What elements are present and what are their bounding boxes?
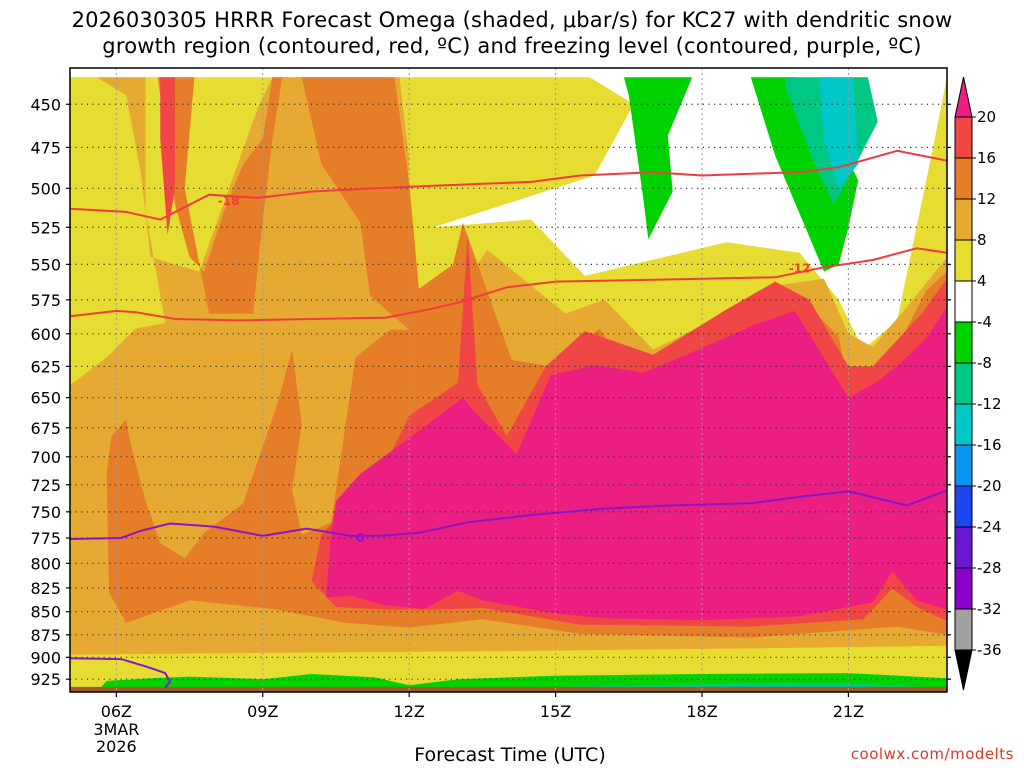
colorbar-swatch-2 <box>954 198 973 241</box>
y-tick-label-750: 750 <box>30 503 61 522</box>
colorbar-label--20: -20 <box>977 477 1002 495</box>
y-tick-label-925: 925 <box>30 670 61 689</box>
plot-frame <box>69 67 948 693</box>
y-tick-label-825: 825 <box>30 579 61 598</box>
omega-region-5 <box>326 306 947 621</box>
colorbar-label--12: -12 <box>977 395 1002 413</box>
colorbar-label-4: 4 <box>977 272 987 290</box>
colorbar-label--16: -16 <box>977 436 1002 454</box>
colorbar-swatch-4 <box>954 280 973 323</box>
omega-region-6 <box>623 77 693 240</box>
omega-shading <box>70 68 947 692</box>
colorbar-swatch-3 <box>954 239 973 282</box>
colorbar-label--32: -32 <box>977 600 1002 618</box>
x-tick-label-18Z: 18Z <box>686 702 717 721</box>
y-tick-label-725: 725 <box>30 476 61 495</box>
colorbar-label-20: 20 <box>977 108 996 126</box>
y-tick-label-600: 600 <box>30 325 61 344</box>
y-tick-label-475: 475 <box>30 138 61 157</box>
colorbar-label-12: 12 <box>977 190 996 208</box>
freezing-contour-0 <box>70 489 947 540</box>
y-tick-label-500: 500 <box>30 179 61 198</box>
y-tick-label-775: 775 <box>30 529 61 548</box>
colorbar-swatch-7 <box>954 403 973 446</box>
x-tick-label-21Z: 21Z <box>833 702 864 721</box>
colorbar-bottom-arrow <box>954 649 973 691</box>
colorbar-swatch-0 <box>954 116 973 159</box>
colorbar-swatch-8 <box>954 444 973 487</box>
colorbar-label-8: 8 <box>977 231 987 249</box>
colorbar-label--28: -28 <box>977 559 1002 577</box>
x-tick-label-12Z: 12Z <box>394 702 425 721</box>
y-tick-label-650: 650 <box>30 389 61 408</box>
colorbar-label--4: -4 <box>977 313 992 331</box>
chart-title-line-1: 2026030305 HRRR Forecast Omega (shaded, … <box>71 8 953 32</box>
x-tick-label-09Z: 09Z <box>247 702 278 721</box>
colorbar-swatch-9 <box>954 485 973 528</box>
y-tick-label-700: 700 <box>30 448 61 467</box>
x-tick-label-15Z: 15Z <box>540 702 571 721</box>
y-tick-label-450: 450 <box>30 95 61 114</box>
freezing-contour-1 <box>70 657 172 689</box>
omega-region-7 <box>750 77 859 272</box>
y-tick-label-550: 550 <box>30 255 61 274</box>
plot-border <box>69 67 948 693</box>
x-axis-label: Forecast Time (UTC) <box>414 744 606 766</box>
y-tick-label-625: 625 <box>30 357 61 376</box>
y-tick-label-850: 850 <box>30 603 61 622</box>
omega-region-3 <box>160 77 175 235</box>
dgz-contour-label-1: -12 <box>789 262 811 276</box>
x-tick-sublabel-0: 3MAR <box>93 720 139 739</box>
colorbar-label--24: -24 <box>977 518 1002 536</box>
colorbar-label--36: -36 <box>977 641 1002 659</box>
y-tick-label-800: 800 <box>30 554 61 573</box>
colorbar-label--8: -8 <box>977 354 992 372</box>
colorbar-swatch-6 <box>954 362 973 405</box>
y-tick-label-575: 575 <box>30 291 61 310</box>
colorbar-swatch-1 <box>954 157 973 200</box>
colorbar-swatch-10 <box>954 526 973 569</box>
colorbar-label-16: 16 <box>977 149 996 167</box>
dgz-contour-1 <box>70 247 947 322</box>
grid-lines <box>70 68 947 692</box>
colorbar-legend: 20 16 12 8 4 -4 -8 -12 -16 -20 -24 -28 -32 -36 <box>954 76 1002 691</box>
colorbar-top-arrow <box>954 76 973 118</box>
y-tick-label-525: 525 <box>30 218 61 237</box>
dgz-contour-0 <box>70 149 947 221</box>
y-tick-label-900: 900 <box>30 648 61 667</box>
x-tick-sublabel-1: 2026 <box>96 737 137 756</box>
credit-link[interactable]: coolwx.com/modelts <box>850 745 1014 763</box>
y-tick-label-875: 875 <box>30 626 61 645</box>
y-tick-label-675: 675 <box>30 419 61 438</box>
x-tick-label-06Z: 06Z <box>101 702 132 721</box>
freezing-contour-label-0: 0 <box>356 531 364 545</box>
dgz-contour-label-0: -18 <box>218 194 240 208</box>
y-axis: 450 475 500 525 550 575 600 625 650 675 700 725 750 7… <box>30 95 951 689</box>
terrain-strip <box>70 686 947 692</box>
colorbar-swatch-5 <box>954 321 973 364</box>
colorbar-swatch-12 <box>954 608 973 651</box>
temperature-contours: -18 -12 0 <box>70 149 947 689</box>
chart-title-line-2: growth region (contoured, red, ºC) and f… <box>102 34 922 58</box>
colorbar-swatch-11 <box>954 567 973 610</box>
